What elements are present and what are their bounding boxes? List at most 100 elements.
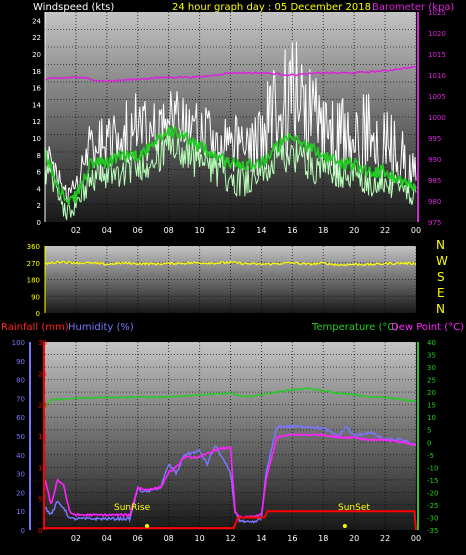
wind-direction-series xyxy=(44,260,417,267)
direction-y-tick-label: 180 xyxy=(27,277,40,285)
humidity-y-tick-label: 100 xyxy=(12,339,25,347)
temp-x-tick-label: 14 xyxy=(256,534,266,543)
direction-y-tick-label: 0 xyxy=(36,310,40,318)
rainfall-y-tick-label: 30 xyxy=(38,339,47,347)
wind-x-tick-label: 12 xyxy=(225,226,235,235)
windspeed-y-tick-label: 14 xyxy=(32,101,41,109)
humidity-y-tick-label: 20 xyxy=(16,489,25,497)
windspeed-y-tick-label: 20 xyxy=(32,51,41,59)
rainfall-y-tick-label: 0 xyxy=(38,527,42,535)
compass-west: W xyxy=(436,254,448,268)
sunset-marker xyxy=(342,524,347,528)
temp-x-tick-label: 04 xyxy=(102,534,112,543)
windspeed-average-series xyxy=(44,124,417,205)
wind-x-tick-label: 02 xyxy=(71,226,81,235)
barometer-y-tick-label: 1005 xyxy=(428,93,446,101)
humidity-series xyxy=(44,423,417,524)
temp-x-tick-label: 12 xyxy=(225,534,235,543)
temperature-y-tick-label: -5 xyxy=(427,452,434,460)
temperature-y-tick-label: -35 xyxy=(427,527,438,535)
direction-y-tick-label: 90 xyxy=(31,293,40,301)
temp-x-tick-label: 06 xyxy=(133,534,143,543)
barometer-y-tick-label: 990 xyxy=(428,156,441,164)
dewpoint-series xyxy=(44,432,417,520)
rainfall-y-tick-label: 5 xyxy=(38,496,42,504)
temp-x-tick-label: 02 xyxy=(71,534,81,543)
rainfall-y-tick-label: 10 xyxy=(38,464,47,472)
barometer-y-tick-label: 980 xyxy=(428,198,441,206)
wind-x-tick-label: 04 xyxy=(102,226,112,235)
chart-labels: Windspeed (kts) 24 hour graph day : 05 D… xyxy=(1,2,464,513)
sunset-annotation: SunSet xyxy=(338,503,370,513)
rainfall-y-tick-label: 15 xyxy=(38,433,47,441)
humidity-y-tick-label: 80 xyxy=(16,377,25,385)
barometer-y-tick-label: 1025 xyxy=(428,9,446,17)
windspeed-y-tick-label: 8 xyxy=(37,152,41,160)
temperature-y-tick-label: -25 xyxy=(427,502,438,510)
windspeed-y-tick-label: 16 xyxy=(32,85,41,93)
humidity-y-tick-label: 70 xyxy=(16,395,25,403)
dewpoint-axis-label: Dew Point (°C) xyxy=(391,322,464,333)
barometer-y-tick-label: 1010 xyxy=(428,72,446,80)
windspeed-y-tick-label: 6 xyxy=(37,169,42,177)
windspeed-y-tick-label: 10 xyxy=(32,135,41,143)
wind-x-tick-label: 16 xyxy=(287,226,297,235)
barometer-y-tick-label: 975 xyxy=(428,219,441,227)
wind-x-tick-label: 10 xyxy=(194,226,204,235)
windspeed-panel: 0246810121416182022249759809859909951000… xyxy=(32,9,446,235)
temperature-series xyxy=(44,387,417,409)
temperature-y-tick-label: 0 xyxy=(427,439,431,447)
barometer-series xyxy=(44,65,417,83)
sunrise-marker xyxy=(145,524,150,528)
wind-x-tick-label: 06 xyxy=(133,226,143,235)
temperature-y-tick-label: 30 xyxy=(427,364,436,372)
wind-x-tick-label: 22 xyxy=(380,226,390,235)
windspeed-y-tick-label: 24 xyxy=(32,17,41,25)
wind-x-tick-label: 00 xyxy=(411,226,421,235)
humidity-y-tick-label: 60 xyxy=(16,414,25,422)
temperature-y-tick-label: -15 xyxy=(427,477,438,485)
windspeed-y-tick-label: 2 xyxy=(37,202,41,210)
barometer-y-tick-label: 995 xyxy=(428,135,441,143)
temperature-y-tick-label: 20 xyxy=(427,389,436,397)
rainfall-y-tick-label: 20 xyxy=(38,402,47,410)
rainfall-series xyxy=(45,510,417,531)
compass-north-bottom: N xyxy=(436,302,445,316)
temperature-y-tick-label: 15 xyxy=(427,402,436,410)
temperature-y-tick-label: -30 xyxy=(427,514,438,522)
chart-title: 24 hour graph day : 05 December 2018 xyxy=(172,2,371,13)
temperature-y-tick-label: 35 xyxy=(427,352,436,360)
windspeed-gust-series xyxy=(44,41,417,203)
humidity-y-tick-label: 90 xyxy=(16,358,25,366)
temperature-axis-label: Temperature (°C) xyxy=(311,322,398,333)
rainfall-axis-label: Rainfall (mm) xyxy=(1,322,69,333)
compass-north-top: N xyxy=(436,238,445,252)
temperature-y-tick-label: 25 xyxy=(427,377,436,385)
temp-x-tick-label: 10 xyxy=(194,534,204,543)
temp-x-tick-label: 00 xyxy=(411,534,421,543)
humidity-y-tick-label: 10 xyxy=(16,508,25,516)
direction-y-tick-label: 360 xyxy=(27,243,40,251)
temp-x-tick-label: 08 xyxy=(164,534,174,543)
windspeed-y-tick-label: 18 xyxy=(32,68,41,76)
windspeed-y-tick-label: 22 xyxy=(32,34,41,42)
direction-panel: 0 90 180 270 360 xyxy=(27,243,417,318)
humidity-y-tick-label: 40 xyxy=(16,452,25,460)
windspeed-y-tick-label: 12 xyxy=(32,118,41,126)
temp-x-tick-label: 18 xyxy=(318,534,328,543)
temperature-panel: 0102030405060708090100051015202530-35-30… xyxy=(12,339,439,543)
windspeed-y-tick-label: 4 xyxy=(37,185,42,193)
temperature-y-tick-label: -20 xyxy=(427,489,438,497)
barometer-y-tick-label: 1000 xyxy=(428,114,446,122)
windspeed-axis-label: Windspeed (kts) xyxy=(33,2,114,13)
temp-x-tick-label: 16 xyxy=(287,534,297,543)
temperature-y-tick-label: 5 xyxy=(427,427,431,435)
wind-x-tick-label: 14 xyxy=(256,226,266,235)
wind-x-tick-label: 18 xyxy=(318,226,328,235)
humidity-axis-label: Humidity (%) xyxy=(68,322,134,333)
humidity-y-tick-label: 0 xyxy=(21,527,25,535)
compass-south: S xyxy=(437,270,445,284)
humidity-y-tick-label: 50 xyxy=(16,433,25,441)
